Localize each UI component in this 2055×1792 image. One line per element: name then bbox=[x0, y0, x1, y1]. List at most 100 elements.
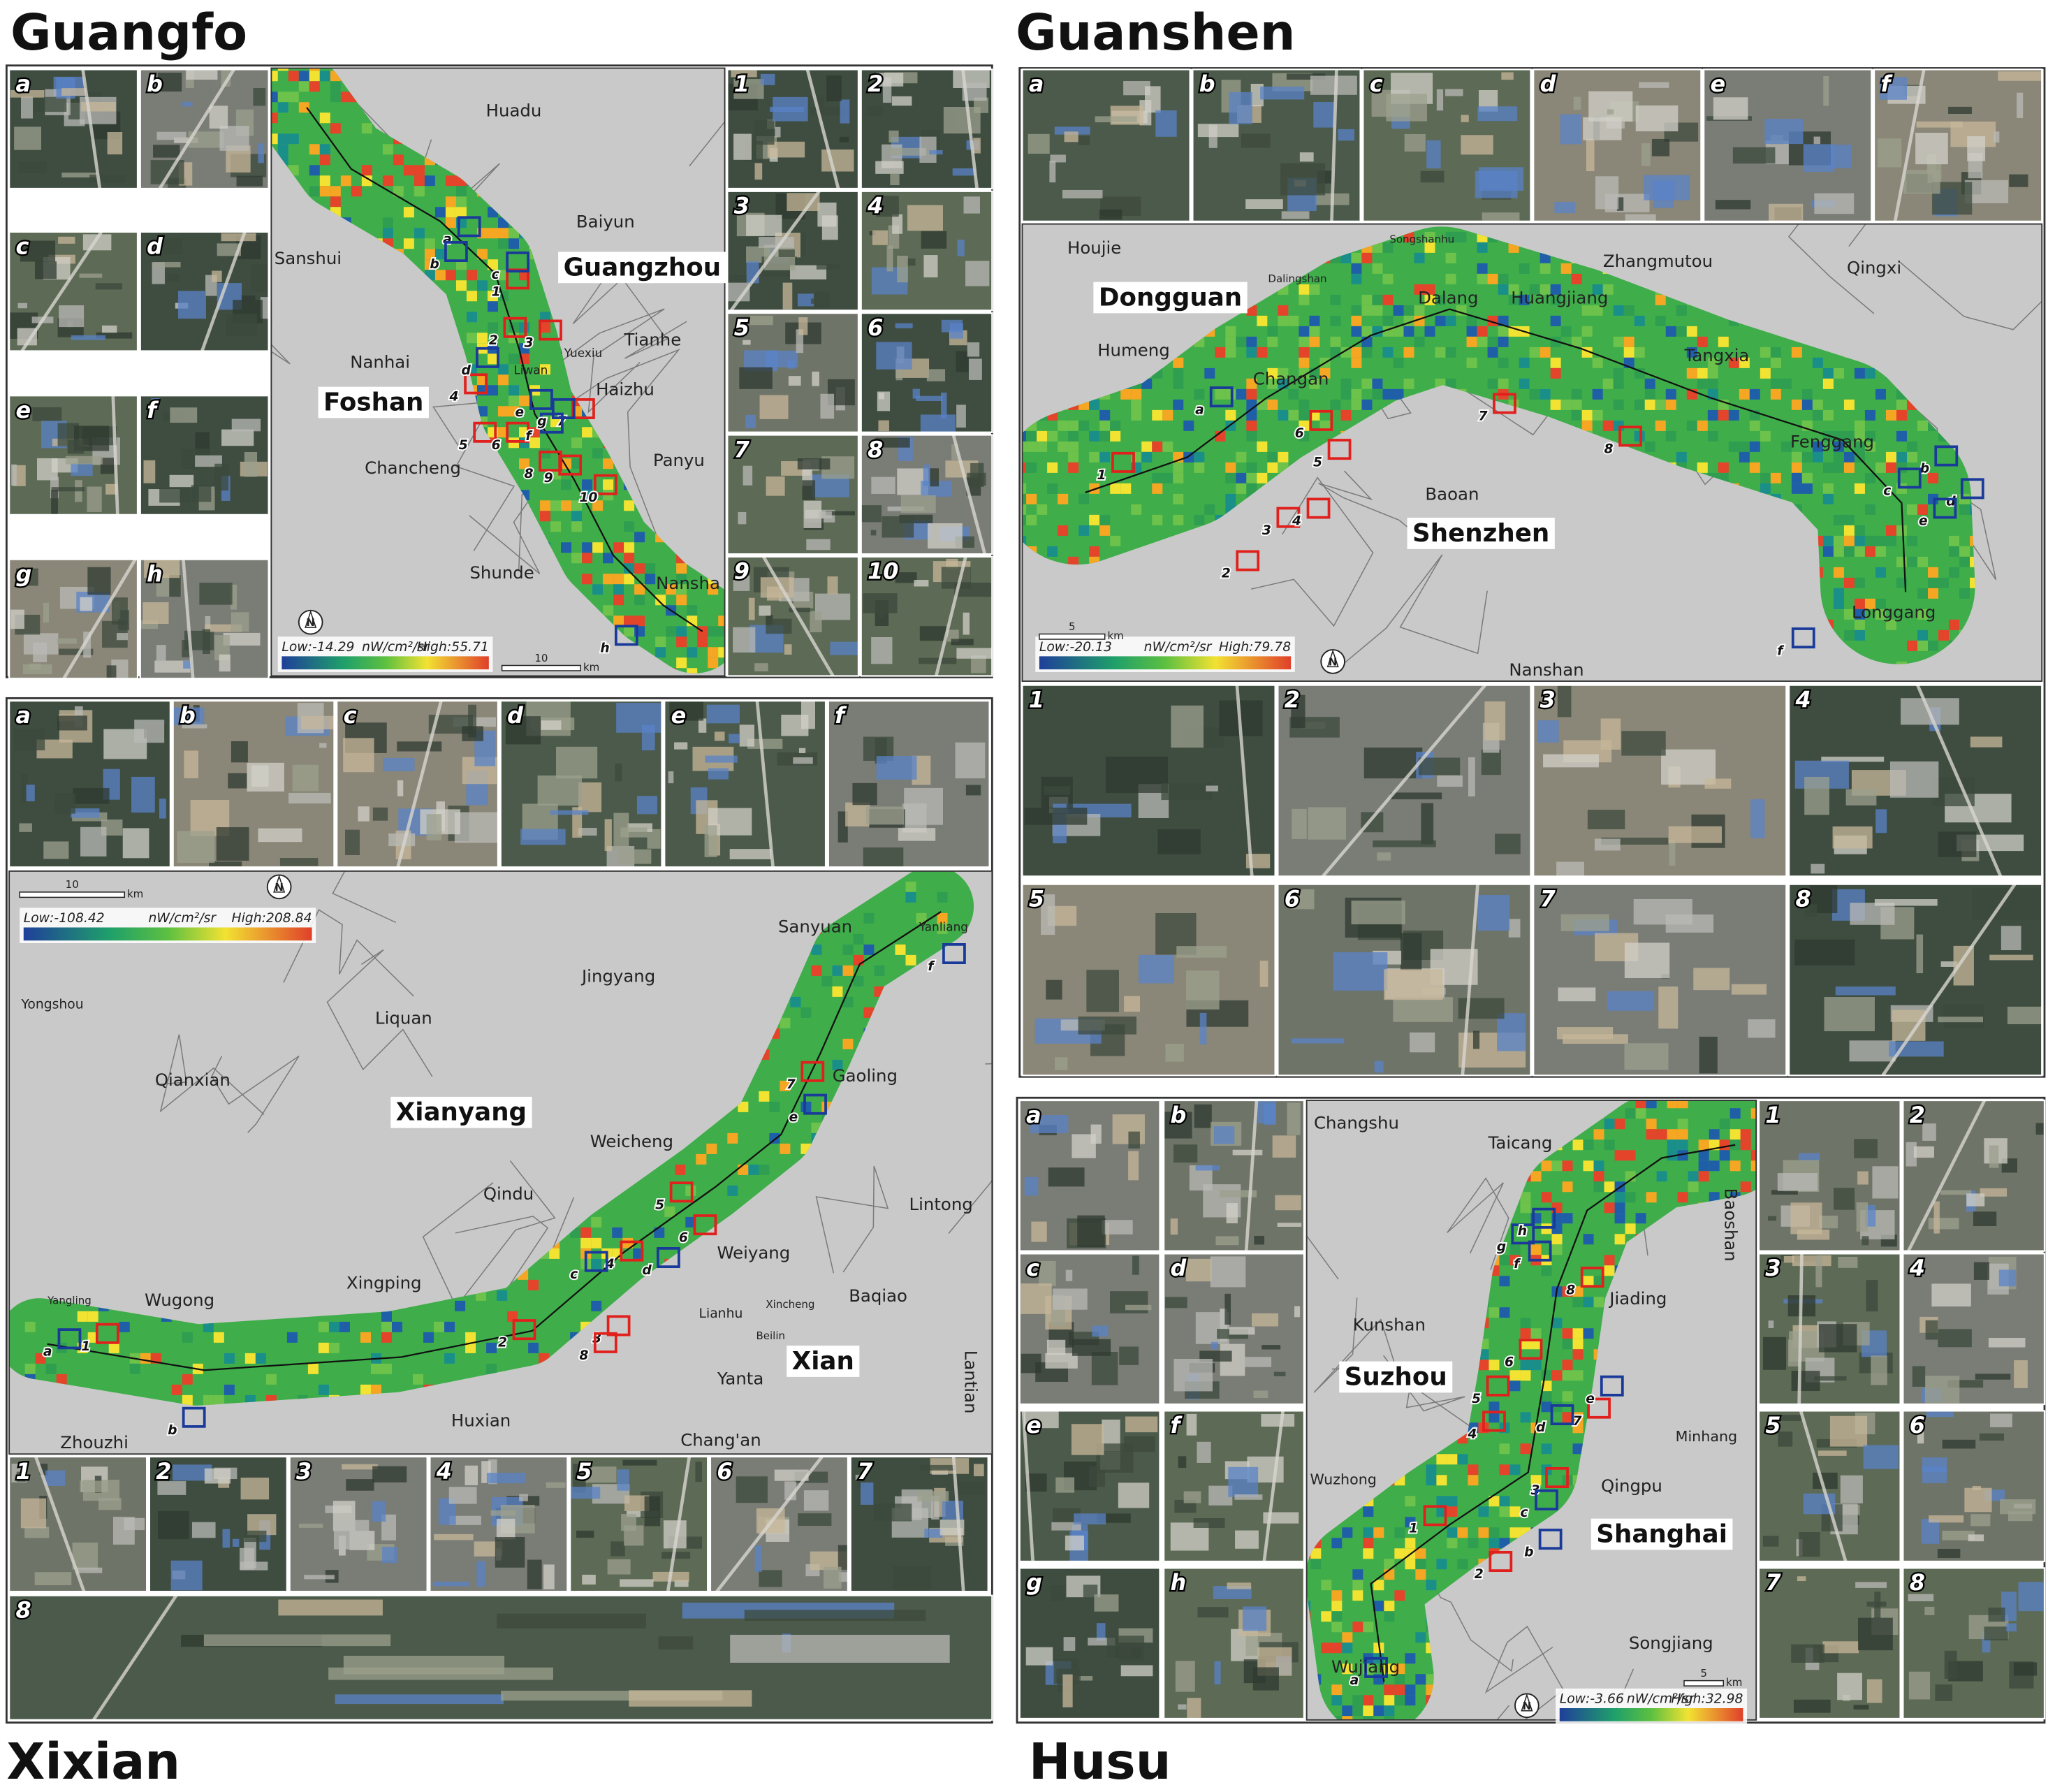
light-pixel bbox=[571, 112, 583, 124]
tile-texture bbox=[345, 829, 360, 855]
light-pixel bbox=[1854, 305, 1865, 316]
light-pixel bbox=[414, 175, 425, 187]
light-pixel bbox=[1540, 420, 1551, 431]
tile-texture bbox=[584, 1466, 617, 1483]
tile-texture bbox=[1118, 1636, 1145, 1661]
light-pixel bbox=[319, 71, 330, 82]
tile-texture bbox=[1558, 987, 1596, 1002]
light-pixel bbox=[842, 1269, 854, 1280]
light-pixel bbox=[393, 270, 404, 281]
tile-texture bbox=[1165, 1297, 1187, 1309]
tile-texture bbox=[258, 143, 264, 163]
light-pixel bbox=[309, 144, 320, 155]
tile-texture bbox=[708, 768, 729, 780]
light-pixel bbox=[1267, 399, 1278, 410]
light-pixel bbox=[1306, 1674, 1311, 1685]
tile-texture bbox=[541, 720, 562, 730]
light-pixel bbox=[539, 1017, 550, 1028]
tile-texture bbox=[920, 414, 956, 432]
light-pixel bbox=[108, 1049, 119, 1060]
light-pixel bbox=[603, 374, 614, 386]
light-pixel bbox=[1384, 1433, 1395, 1444]
tile-border bbox=[139, 395, 270, 516]
light-pixel bbox=[1310, 1307, 1322, 1318]
light-pixel bbox=[1225, 504, 1236, 515]
light-pixel bbox=[414, 563, 425, 574]
light-pixel bbox=[519, 458, 530, 469]
light-pixel bbox=[1426, 1297, 1437, 1308]
light-pixel bbox=[1896, 661, 1907, 672]
light-pixel bbox=[87, 1311, 98, 1322]
light-pixel bbox=[286, 1112, 298, 1123]
light-pixel bbox=[1665, 326, 1676, 337]
light-pixel bbox=[466, 595, 477, 606]
light-pixel bbox=[603, 102, 614, 113]
light-pixel bbox=[1466, 451, 1477, 462]
light-pixel bbox=[1728, 263, 1739, 274]
tile-texture bbox=[714, 731, 725, 741]
light-pixel bbox=[603, 144, 614, 155]
tile-texture bbox=[112, 597, 128, 625]
light-pixel bbox=[718, 154, 725, 166]
light-pixel bbox=[706, 1394, 717, 1406]
tile-texture bbox=[163, 238, 183, 255]
light-pixel bbox=[1246, 535, 1257, 546]
light-pixel bbox=[1236, 336, 1247, 347]
light-pixel bbox=[676, 448, 687, 459]
light-pixel bbox=[1644, 577, 1655, 588]
light-pixel bbox=[1613, 577, 1624, 588]
light-pixel bbox=[1415, 1318, 1426, 1329]
light-pixel bbox=[1843, 273, 1855, 284]
tile-texture bbox=[388, 833, 416, 847]
light-pixel bbox=[664, 902, 675, 913]
light-pixel bbox=[1309, 598, 1320, 609]
light-pixel bbox=[1405, 1223, 1416, 1234]
light-pixel bbox=[1864, 441, 1875, 452]
light-pixel bbox=[1780, 294, 1792, 305]
light-pixel bbox=[634, 123, 645, 134]
light-pixel bbox=[780, 1080, 791, 1091]
light-pixel bbox=[1426, 1077, 1436, 1087]
light-pixel bbox=[1321, 1611, 1332, 1622]
tile-texture bbox=[13, 729, 45, 751]
light-pixel bbox=[666, 521, 677, 532]
tile-texture bbox=[204, 1468, 231, 1484]
place-name: Weicheng bbox=[590, 1131, 673, 1151]
light-pixel bbox=[718, 626, 725, 637]
light-pixel bbox=[1089, 546, 1100, 557]
tile-texture bbox=[1125, 1416, 1158, 1433]
light-pixel bbox=[571, 636, 583, 648]
light-pixel bbox=[1426, 1622, 1437, 1633]
light-pixel bbox=[497, 406, 509, 417]
light-pixel bbox=[340, 291, 351, 302]
tile-texture bbox=[240, 295, 256, 300]
light-pixel bbox=[1246, 378, 1257, 389]
light-pixel bbox=[1363, 1328, 1374, 1339]
light-pixel bbox=[1246, 430, 1257, 442]
light-pixel bbox=[1257, 514, 1268, 525]
light-pixel bbox=[1426, 1202, 1437, 1214]
light-pixel bbox=[549, 891, 560, 903]
tile-texture bbox=[1771, 1190, 1798, 1195]
light-pixel bbox=[1310, 1234, 1322, 1245]
tile-texture bbox=[1242, 1606, 1267, 1631]
light-pixel bbox=[1780, 546, 1792, 557]
light-pixel bbox=[98, 1394, 109, 1406]
light-pixel bbox=[540, 636, 551, 648]
light-pixel bbox=[995, 337, 1005, 347]
light-pixel bbox=[1426, 1160, 1437, 1172]
tile-texture bbox=[1874, 899, 1938, 906]
light-pixel bbox=[1445, 577, 1456, 588]
light-pixel bbox=[298, 102, 309, 113]
light-pixel bbox=[1363, 1737, 1373, 1747]
light-pixel bbox=[643, 1091, 654, 1102]
light-pixel bbox=[1257, 273, 1268, 284]
light-pixel bbox=[1843, 336, 1855, 347]
light-pixel bbox=[1949, 224, 1960, 232]
light-pixel bbox=[1068, 556, 1079, 567]
light-pixel bbox=[1560, 493, 1572, 504]
light-pixel bbox=[182, 1394, 193, 1406]
light-pixel bbox=[1306, 1663, 1311, 1675]
light-pixel bbox=[288, 521, 299, 532]
tile-texture bbox=[100, 458, 115, 474]
